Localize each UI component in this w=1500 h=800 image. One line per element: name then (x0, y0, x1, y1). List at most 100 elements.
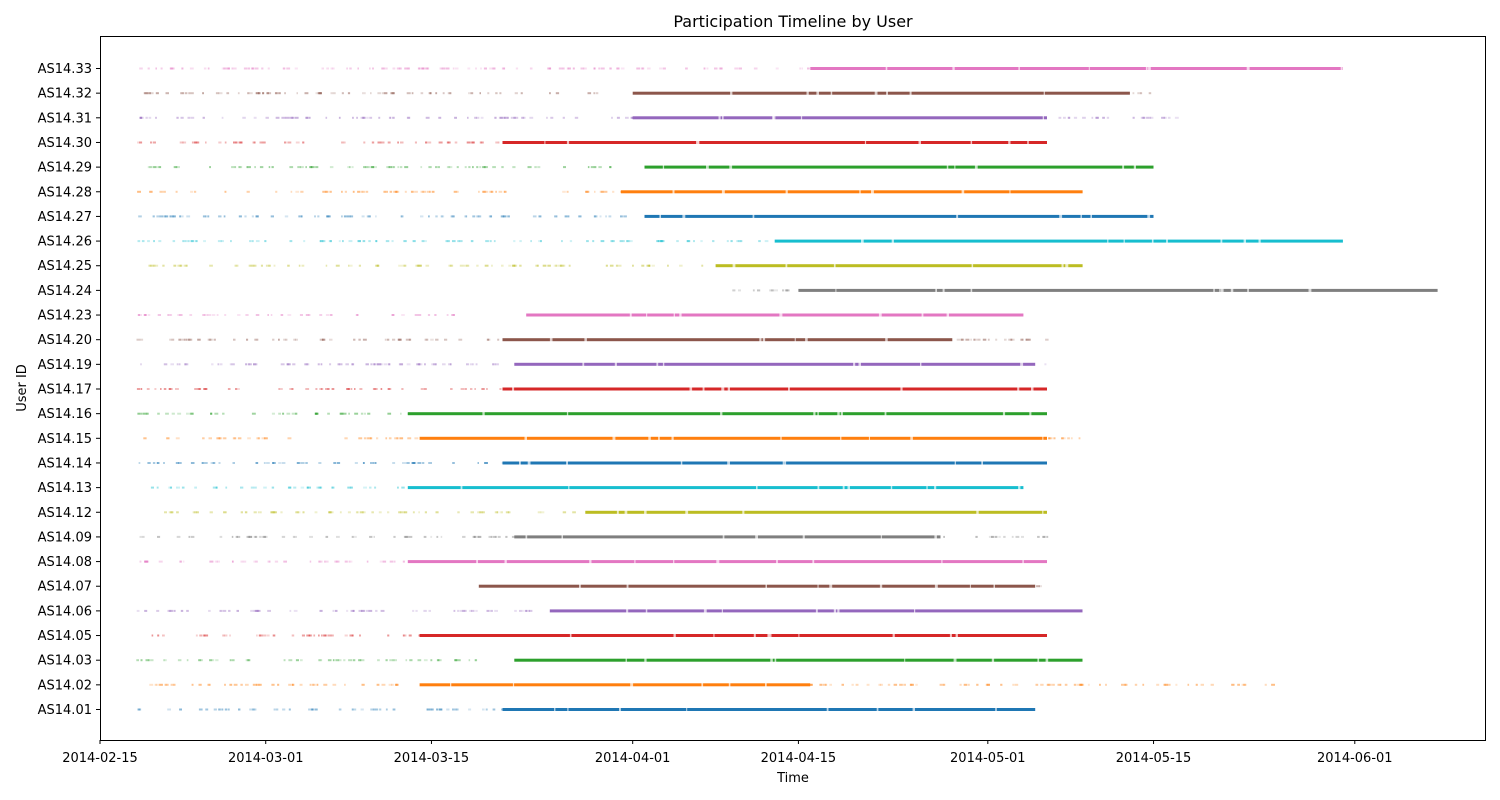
point (424, 338, 428, 341)
point (347, 486, 352, 489)
point (246, 166, 248, 169)
point (368, 609, 373, 612)
point (186, 609, 189, 612)
point (475, 609, 478, 612)
point (438, 141, 443, 144)
gap (794, 337, 796, 342)
point (257, 511, 260, 514)
point (360, 412, 364, 415)
point (138, 462, 141, 464)
point (147, 240, 150, 243)
point (363, 437, 367, 440)
point (179, 264, 182, 267)
gap (891, 239, 894, 244)
point (368, 215, 371, 218)
point (578, 215, 582, 218)
point (147, 92, 151, 95)
point (227, 708, 230, 711)
point (462, 609, 466, 612)
series-AS14.20 (136, 337, 1049, 342)
point (757, 289, 761, 292)
point (428, 609, 431, 612)
point (326, 215, 330, 218)
gap (826, 707, 829, 712)
point (319, 388, 322, 390)
point (371, 141, 375, 144)
point (425, 67, 428, 70)
point (485, 240, 489, 243)
gap (1020, 362, 1024, 367)
point (136, 388, 140, 390)
point (411, 92, 414, 95)
point (468, 92, 471, 95)
point (176, 511, 179, 514)
point (184, 92, 188, 95)
point (255, 338, 259, 341)
point (339, 412, 344, 415)
y-tick-label: AS14.12 (38, 506, 92, 521)
point (141, 535, 145, 538)
gap (634, 559, 636, 564)
gap (956, 214, 959, 219)
point (194, 388, 198, 390)
active-band (632, 116, 1047, 120)
point (464, 388, 467, 390)
gap (817, 485, 820, 490)
point (171, 338, 175, 341)
point (400, 141, 404, 144)
point (410, 190, 413, 193)
point (381, 92, 385, 95)
point (561, 240, 563, 243)
point (357, 67, 359, 70)
point (491, 67, 495, 70)
point (176, 116, 179, 119)
point (265, 116, 269, 119)
point (388, 437, 392, 440)
point (253, 486, 257, 489)
point (343, 141, 346, 144)
gap (1042, 436, 1044, 441)
point (383, 92, 387, 95)
point (397, 338, 400, 341)
gap (629, 313, 632, 317)
point (258, 92, 261, 95)
active-band (407, 560, 1047, 564)
point (362, 92, 366, 95)
point (374, 486, 377, 489)
point (286, 412, 291, 415)
point (503, 116, 508, 119)
point (1008, 338, 1012, 341)
point (289, 240, 293, 243)
gap (952, 66, 955, 71)
point (1167, 683, 1171, 686)
point (257, 437, 261, 440)
point (519, 609, 522, 612)
point (154, 388, 157, 390)
point (547, 264, 551, 267)
point (592, 240, 595, 243)
point (191, 240, 195, 243)
point (470, 92, 474, 95)
point (227, 388, 231, 390)
series-AS14.19 (140, 362, 1047, 367)
point (354, 462, 358, 464)
x-tick-label: 2014-04-15 (761, 751, 837, 766)
point (356, 116, 358, 119)
point (248, 363, 252, 366)
point (198, 659, 202, 662)
point (1148, 92, 1152, 95)
point (1036, 585, 1040, 588)
point (656, 240, 660, 243)
point (338, 659, 342, 662)
gap (918, 140, 921, 145)
point (363, 141, 366, 144)
point (411, 190, 415, 193)
point (145, 412, 148, 415)
point (164, 511, 167, 514)
gap (696, 140, 699, 145)
point (495, 363, 499, 366)
point (317, 363, 320, 366)
point (522, 116, 526, 119)
point (212, 462, 216, 464)
point (435, 166, 438, 169)
